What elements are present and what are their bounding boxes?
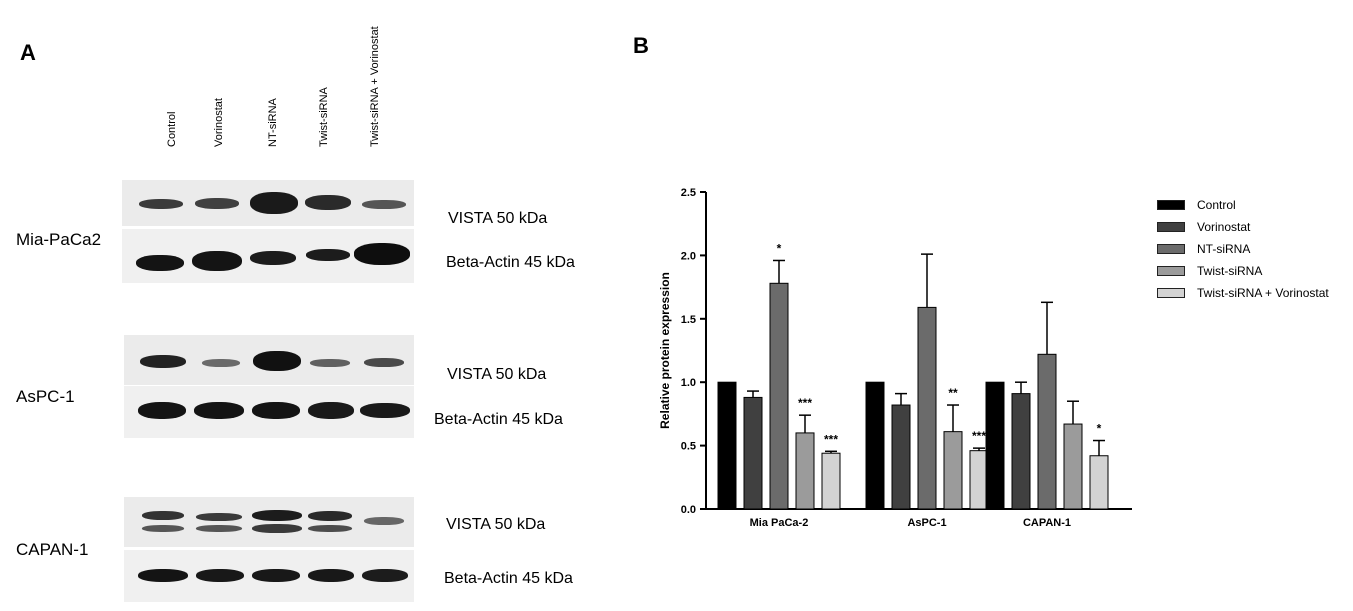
bar-chart: 0.0 0.5 1.0 1.5 2.0 2.5 Relative protein expre… [658,187,1132,529]
legend-item-nt-sirna: NT-siRNA [1157,242,1250,256]
significance-label: ** [948,386,958,400]
blot-capan1-actin [124,550,414,602]
significance-label: *** [824,432,838,446]
panel-label-a: A [20,40,36,65]
lane-label-vorinostat: Vorinostat [213,98,225,147]
legend-swatch-nt-sirna [1157,244,1185,254]
bar-aspc-1-0 [865,381,885,510]
bar-aspc-1-1 [891,404,911,510]
legend-swatch-twist-sirna [1157,266,1185,276]
y-axis-label: Relative protein expression [658,272,672,429]
y-tick-label: 2.0 [681,250,696,262]
band-label-actin: Beta-Actin 45 kDa [434,411,563,428]
y-tick-label: 0.5 [681,441,696,453]
cell-line-label: AsPC-1 [16,387,75,406]
x-tick-label: AsPC-1 [907,517,946,529]
bar-aspc-1-3 [943,431,963,510]
bar-capan-1-1 [1011,393,1031,510]
y-tick-label: 1.0 [681,377,696,389]
y-tick-label: 0.0 [681,504,696,516]
bar-mia-paca-2-0 [717,381,737,510]
legend-swatch-vorinostat [1157,222,1185,232]
significance-label: * [1097,422,1102,436]
cell-line-label: CAPAN-1 [16,540,89,559]
bar-aspc-1-4 [969,450,989,510]
legend-label: NT-siRNA [1197,242,1251,256]
significance-label: *** [798,396,812,410]
significance-label: *** [972,429,986,443]
blot-mia-paca2-actin [122,229,414,283]
lane-label-twist-sirna: Twist-siRNA [318,87,330,147]
y-tick-label: 1.5 [681,314,696,326]
band-label-actin: Beta-Actin 45 kDa [444,570,573,587]
band-label-vista: VISTA 50 kDa [448,210,548,227]
significance-label: * [777,241,782,255]
bar-aspc-1-2 [917,306,937,510]
legend-label: Twist-siRNA + Vorinostat [1197,286,1329,300]
band-label-vista: VISTA 50 kDa [446,516,546,533]
bar-capan-1-4 [1089,455,1109,510]
band-label-actin: Beta-Actin 45 kDa [446,254,575,271]
legend-label: Vorinostat [1197,220,1251,234]
band-label-vista: VISTA 50 kDa [447,366,547,383]
cell-line-label: Mia-PaCa2 [16,230,102,249]
legend-item-vorinostat: Vorinostat [1157,220,1250,234]
x-tick-label: Mia PaCa-2 [750,517,809,529]
panel-label-b: B [633,33,649,58]
bar-capan-1-3 [1063,423,1083,510]
legend-swatch-control [1157,200,1185,210]
bar-mia-paca-2-1 [743,396,763,510]
legend-swatch-twist-sirna-vorinostat [1157,288,1185,298]
lane-label-control: Control [166,111,178,147]
bar-mia-paca-2-4 [821,452,841,510]
lane-label-twist-sirna-vorinostat: Twist-siRNA + Vorinostat [369,26,381,147]
x-tick-label: CAPAN-1 [1023,517,1071,529]
bar-mia-paca-2-3 [795,432,815,510]
legend-item-twist-sirna: Twist-siRNA [1157,264,1262,278]
legend-label: Control [1197,198,1236,212]
bar-mia-paca-2-2 [769,282,789,510]
lane-label-nt-sirna: NT-siRNA [267,98,279,147]
legend-item-twist-sirna-vorinostat: Twist-siRNA + Vorinostat [1157,286,1329,300]
blot-capan1-vista [124,497,414,547]
blot-mia-paca2-vista [122,180,414,226]
legend-label: Twist-siRNA [1197,264,1263,278]
bar-capan-1-0 [985,381,1005,510]
blot-aspc1-actin [124,386,414,438]
y-tick-label: 2.5 [681,187,696,199]
bar-capan-1-2 [1037,353,1057,510]
blot-aspc1-vista [124,335,414,385]
legend-item-control: Control [1157,198,1236,212]
